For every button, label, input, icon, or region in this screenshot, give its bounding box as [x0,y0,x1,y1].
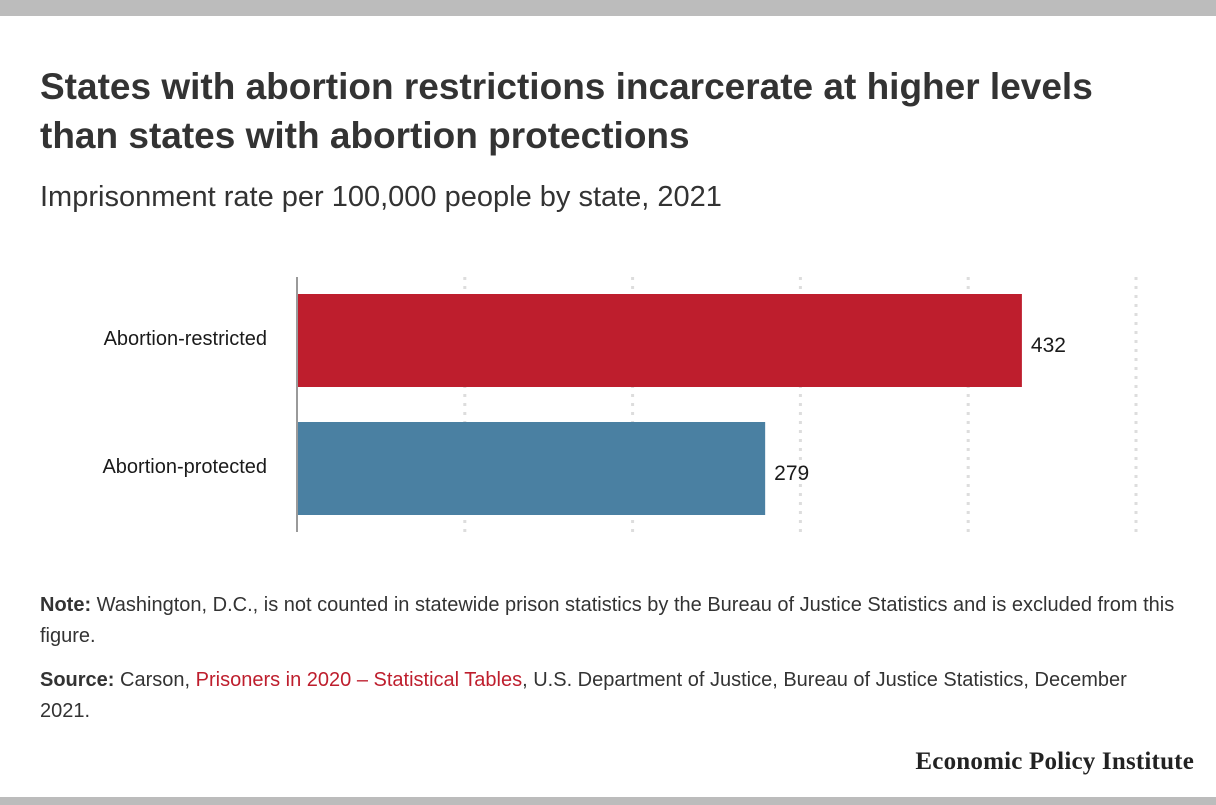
category-labels: Abortion-restricted Abortion-protected [102,328,267,478]
category-label-abortion-protected: Abortion-protected [102,456,267,478]
note-label: Note: [40,594,92,616]
bar-abortion-protected [297,422,766,515]
note-text: Note: Washington, D.C., is not counted i… [40,590,1180,652]
epi-logo-text: Economic Policy Institute [915,748,1194,775]
bottom-border [0,797,1216,805]
grid-lines [463,277,1138,532]
bar-abortion-restricted [297,294,1022,387]
bars [297,294,1022,515]
value-label-abortion-restricted: 432 [1031,334,1066,357]
source-link[interactable]: Prisoners in 2020 – Statistical Tables [195,669,523,691]
category-label-abortion-restricted: Abortion-restricted [104,328,267,350]
source-prefix: Carson, [114,669,196,691]
value-label-abortion-protected: 279 [774,462,809,485]
source-suffix: , U.S. Department of Justice, Bureau of … [40,669,1127,722]
value-labels: 432 279 [774,334,1066,485]
source-text: Source: Carson, Prisoners in 2020 – Stat… [40,665,1180,727]
chart-title: States with abortion restrictions incarc… [40,66,1093,156]
source-label: Source: [40,669,115,691]
chart-subtitle: Imprisonment rate per 100,000 people by … [40,181,722,213]
note-body: Washington, D.C., is not counted in stat… [40,594,1175,647]
bar-chart: Abortion-restricted Abortion-protected 43… [102,277,1138,532]
top-border [0,0,1216,16]
